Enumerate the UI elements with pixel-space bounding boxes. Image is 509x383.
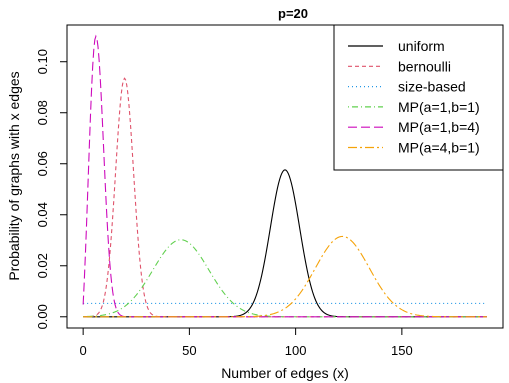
x-tick-label: 150 (391, 343, 413, 358)
y-axis: 0.00 0.02 0.04 0.06 0.08 0.10 (35, 49, 68, 329)
x-tick-label: 50 (182, 343, 196, 358)
y-tick-label: 0.02 (35, 253, 50, 278)
y-tick-label: 0.08 (35, 100, 50, 125)
y-tick-label: 0.10 (35, 49, 50, 74)
legend-box (333, 24, 504, 171)
y-tick-label: 0.00 (35, 304, 50, 329)
x-tick-label: 0 (80, 343, 87, 358)
legend-label-mp-a-1-b-1: MP(a=1,b=1) (398, 99, 480, 115)
series-line-mp-a-1-b-4 (82, 34, 487, 318)
legend-label-size-based: size-based (398, 79, 466, 95)
legend-label-mp-a-4-b-1: MP(a=4,b=1) (398, 140, 480, 156)
x-tick-label: 100 (285, 343, 307, 358)
x-axis: 0 50 100 150 (80, 327, 413, 358)
y-tick-label: 0.06 (35, 151, 50, 176)
legend: uniform bernoulli size-based MP(a=1,b=1) MP(… (333, 24, 504, 171)
chart-title: p=20 (278, 6, 308, 21)
series-line-mp-a-1-b-1 (83, 239, 487, 318)
series-line-uniform (83, 169, 487, 318)
series-line-mp-a-4-b-1 (83, 235, 487, 318)
legend-label-uniform: uniform (398, 38, 445, 54)
x-axis-title: Number of edges (x) (221, 365, 349, 381)
legend-label-mp-a-1-b-4: MP(a=1,b=4) (398, 119, 480, 135)
series-layer (82, 34, 487, 318)
y-axis-title: Probability of graphs with x edges (6, 71, 22, 280)
legend-label-bernoulli: bernoulli (398, 58, 451, 74)
y-tick-label: 0.04 (35, 202, 50, 227)
